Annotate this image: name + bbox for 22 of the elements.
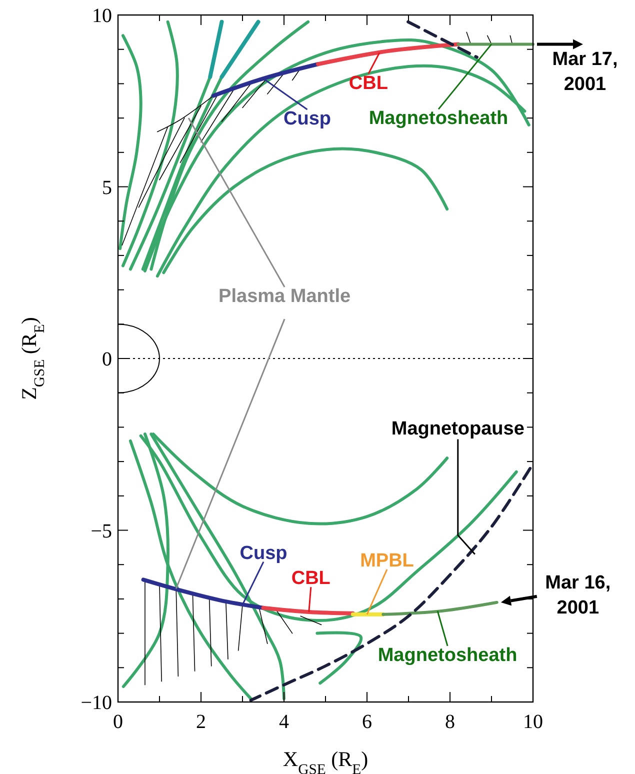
x-tick-label: 8 (445, 711, 455, 733)
annotation: Mar 17, 2001 (552, 49, 618, 96)
annotation: Cusp (284, 108, 331, 130)
annotation: Cusp (240, 542, 288, 564)
annotation: Mar 16, 2001 (545, 572, 611, 618)
x-tick-label: 4 (279, 711, 289, 733)
y-tick-label: −10 (80, 692, 112, 714)
annotation: MPBL (360, 550, 414, 572)
annotation: CBL (291, 568, 331, 590)
y-tick-label: −5 (90, 520, 112, 542)
annotation: Magnetosheath (378, 644, 518, 666)
annotation: Magnetopause (391, 418, 524, 440)
x-tick-label: 6 (362, 711, 372, 733)
x-tick-label: 2 (196, 711, 206, 733)
annotation: Plasma Mantle (218, 286, 351, 308)
y-tick-label: 10 (92, 5, 112, 27)
y-tick-label: 0 (102, 348, 112, 370)
annotation: CBL (348, 72, 388, 94)
y-tick-label: 5 (102, 176, 112, 199)
x-axis-title: X$_{GSE}$ (R$_{E}$) (282, 747, 368, 774)
annotation: Magnetosheath (368, 108, 508, 130)
x-tick-label: 10 (523, 711, 543, 733)
